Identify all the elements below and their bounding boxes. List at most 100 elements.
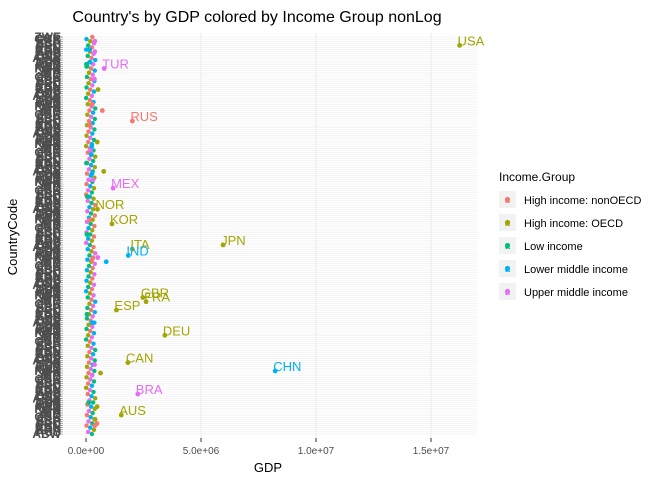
- data-point: [93, 57, 98, 63]
- data-point: [85, 43, 91, 48]
- y-tick-label: DEU: [36, 227, 61, 241]
- data-point-nld: [101, 169, 107, 174]
- y-tick-label: CHN: [35, 381, 61, 395]
- y-tick-label: DEU: [36, 265, 61, 279]
- data-point: [91, 137, 97, 143]
- data-point: [85, 188, 91, 193]
- y-tick-label: KOR: [34, 402, 61, 416]
- data-point-chl: [89, 372, 95, 378]
- point-label-ind: IND: [126, 243, 148, 258]
- data-point: [87, 156, 92, 162]
- y-tick-label: TUR: [36, 169, 61, 183]
- legend-entry: a Lower middle income: [499, 260, 628, 277]
- y-tick-label: RUS: [36, 284, 61, 298]
- y-tick-label: AUS: [36, 425, 61, 439]
- data-point: [88, 221, 93, 227]
- data-point: [90, 131, 95, 136]
- y-tick-label: ITA: [43, 66, 62, 80]
- data-point: [86, 177, 91, 183]
- y-tick-label: DEU: [36, 76, 61, 90]
- data-point: [90, 110, 96, 115]
- y-tick-label: JPN: [38, 177, 61, 191]
- y-tick-label: ESP: [37, 150, 61, 164]
- y-tick-label: GBR: [34, 108, 61, 122]
- y-tick-label: USA: [36, 204, 62, 218]
- x-tick-label: 1.0e+07: [298, 446, 335, 457]
- data-point: [89, 345, 94, 351]
- y-tick-label: ABW: [32, 202, 61, 216]
- y-tick-label: ESP: [37, 225, 61, 239]
- series-group: RUS: [87, 101, 158, 428]
- point-label-jpn: JPN: [221, 233, 246, 248]
- y-tick-label: BRA: [35, 120, 61, 134]
- y-tick-label: TUR: [36, 131, 61, 145]
- y-tick-label: CAN: [35, 232, 61, 246]
- y-tick-label: BRA: [35, 158, 61, 172]
- data-point: [87, 301, 92, 306]
- data-point: [90, 410, 95, 416]
- y-tick-label: GBR: [34, 259, 61, 273]
- data-point-jpn: [220, 242, 226, 248]
- y-tick-label: IND: [40, 68, 61, 82]
- y-axis-category-labels: ABWAUSBRACANCHNDEUESPFRAGBRINDITAJPNKORM…: [32, 30, 63, 441]
- data-point: [84, 412, 90, 418]
- y-tick-label: KOR: [34, 364, 61, 378]
- data-point: [91, 389, 96, 395]
- y-tick-label: FRA: [36, 72, 61, 86]
- y-axis-title: CountryCode: [5, 199, 20, 276]
- y-tick-label: RUS: [36, 171, 61, 185]
- legend-label: Upper middle income: [524, 287, 628, 299]
- data-point: [90, 228, 95, 233]
- data-point: [92, 68, 98, 73]
- y-tick-label: ITA: [43, 104, 62, 118]
- y-tick-label: TUR: [36, 55, 61, 69]
- data-point: [90, 400, 96, 405]
- data-point: [93, 251, 98, 256]
- point-label-kor: KOR: [110, 212, 138, 227]
- data-point: [85, 91, 91, 96]
- data-point: [91, 379, 97, 384]
- data-point: [87, 242, 93, 248]
- y-tick-label: BRA: [35, 385, 61, 399]
- y-tick-label: DEU: [36, 379, 61, 393]
- data-point: [90, 83, 95, 88]
- y-tick-label: GBR: [34, 297, 61, 311]
- data-point: [85, 333, 91, 338]
- data-point: [88, 135, 93, 141]
- data-point-rus: [129, 118, 135, 124]
- y-tick-label: DEU: [36, 152, 61, 166]
- y-tick-label: ZWE: [34, 49, 61, 63]
- data-point: [84, 181, 89, 187]
- data-point: [89, 200, 94, 206]
- y-tick-label: USA: [36, 129, 62, 143]
- data-point: [93, 396, 98, 401]
- y-tick-label: USA: [36, 242, 62, 256]
- y-tick-label: ESP: [37, 339, 61, 353]
- y-tick-label: BRA: [35, 83, 61, 97]
- data-point: [93, 202, 98, 208]
- y-tick-label: ZWE: [34, 238, 61, 252]
- y-tick-label: BRA: [35, 347, 61, 361]
- data-point-eth: [84, 311, 90, 317]
- y-tick-label: CAN: [35, 194, 61, 208]
- legend-text-icon: a: [505, 287, 511, 297]
- point-label-rus: RUS: [130, 109, 158, 124]
- x-axis: 0.0e+00 5.0e+06 1.0e+07 1.5e+07: [68, 438, 450, 457]
- legend: Income.Group a High income: nonOECD a High …: [499, 170, 641, 300]
- data-point-qat: [87, 122, 93, 128]
- data-point: [84, 85, 89, 90]
- y-tick-label: ESP: [37, 188, 61, 202]
- data-point-gbr: [140, 295, 146, 300]
- data-point: [84, 364, 90, 369]
- data-point: [90, 34, 95, 40]
- y-tick-label: TUR: [36, 244, 61, 258]
- y-tick-label: IND: [40, 106, 61, 120]
- data-point: [86, 419, 91, 424]
- y-tick-label: AUS: [36, 236, 61, 250]
- data-point-swe: [95, 87, 101, 92]
- y-tick-label: IND: [40, 181, 61, 195]
- y-tick-label: RUS: [36, 246, 61, 260]
- point-label-bra: BRA: [136, 382, 163, 397]
